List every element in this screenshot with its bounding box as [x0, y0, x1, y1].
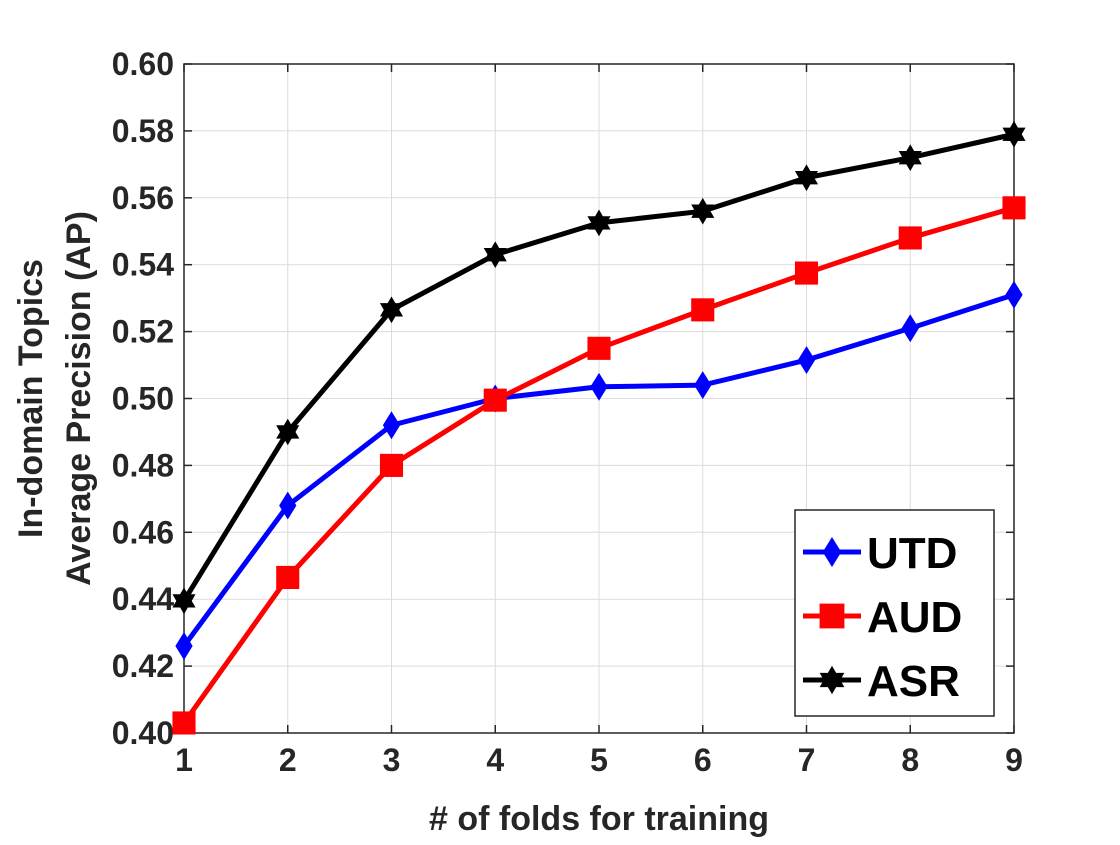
x-tick-label: 6	[694, 742, 712, 778]
data-point-aud	[172, 711, 196, 735]
x-tick-label: 8	[901, 742, 919, 778]
x-tick-label: 5	[590, 742, 608, 778]
legend-swatch-marker	[819, 603, 845, 629]
data-point-asr	[587, 209, 611, 237]
legend-item-utd: UTD	[803, 529, 957, 578]
data-point-asr	[691, 197, 715, 225]
series-asr	[172, 120, 1026, 615]
y-tick-label: 0.46	[112, 514, 174, 550]
data-point-asr	[898, 144, 922, 172]
legend: UTD AUD ASR	[794, 509, 995, 717]
data-point-utd	[797, 346, 816, 374]
series-aud	[172, 196, 1026, 735]
series-layer	[172, 120, 1026, 735]
legend-label: ASR	[867, 657, 960, 706]
legend-label: AUD	[867, 593, 962, 642]
y-tick-label: 0.44	[112, 581, 174, 617]
x-tick-label: 1	[175, 742, 193, 778]
data-point-aud	[379, 453, 404, 477]
data-point-utd	[590, 372, 608, 401]
x-tick-label: 2	[279, 742, 297, 778]
y-tick-label: 0.40	[112, 715, 174, 751]
legend-item-asr: ASR	[803, 657, 960, 706]
data-point-utd	[382, 411, 401, 440]
data-point-aud	[691, 298, 715, 322]
x-axis-label: # of folds for training	[429, 800, 769, 838]
data-point-aud	[794, 261, 819, 285]
y-tick-label: 0.54	[112, 247, 174, 283]
data-point-utd	[694, 371, 712, 400]
legend-label: UTD	[867, 529, 957, 578]
y-tick-label: 0.48	[112, 447, 174, 483]
data-point-asr	[379, 296, 404, 324]
x-tick-label: 7	[798, 742, 816, 778]
y-tick-label: 0.58	[112, 113, 174, 149]
x-tick-label: 4	[486, 742, 504, 778]
data-point-asr	[483, 241, 507, 269]
data-point-aud	[483, 388, 507, 412]
y-tick-label: 0.60	[112, 46, 174, 82]
legend-item-aud: AUD	[803, 593, 962, 642]
data-point-asr	[794, 164, 819, 192]
data-point-aud	[898, 226, 922, 250]
data-point-aud	[1002, 196, 1026, 220]
y-tick-label: 0.56	[112, 180, 174, 216]
data-point-utd	[175, 632, 193, 660]
x-tick-label: 3	[383, 742, 401, 778]
y-axis-label-line-1: In-domain Topics	[12, 259, 50, 538]
y-tick-label: 0.42	[112, 648, 174, 684]
data-point-utd	[1005, 280, 1023, 309]
legend-swatch-marker	[822, 537, 842, 567]
data-point-asr	[276, 418, 300, 446]
axis-ticks: 1 2 3 4 5 6 7 8 9 0.40 0.42 0.44 0.46 0.48 0.50 0.52 0.5…	[112, 46, 1023, 778]
data-point-aud	[276, 565, 300, 590]
data-point-asr	[1002, 120, 1026, 148]
y-tick-label: 0.50	[112, 381, 174, 417]
y-axis-label-line-2: Average Precision (AP)	[60, 211, 98, 586]
data-point-asr	[172, 587, 196, 615]
y-axis-label: In-domain Topics Average Precision (AP)	[12, 211, 98, 586]
x-tick-label: 9	[1005, 742, 1023, 778]
y-tick-label: 0.52	[112, 314, 174, 350]
data-point-utd	[279, 491, 297, 520]
legend-swatch-marker	[819, 665, 845, 695]
data-point-aud	[587, 336, 611, 360]
data-point-utd	[901, 314, 919, 343]
